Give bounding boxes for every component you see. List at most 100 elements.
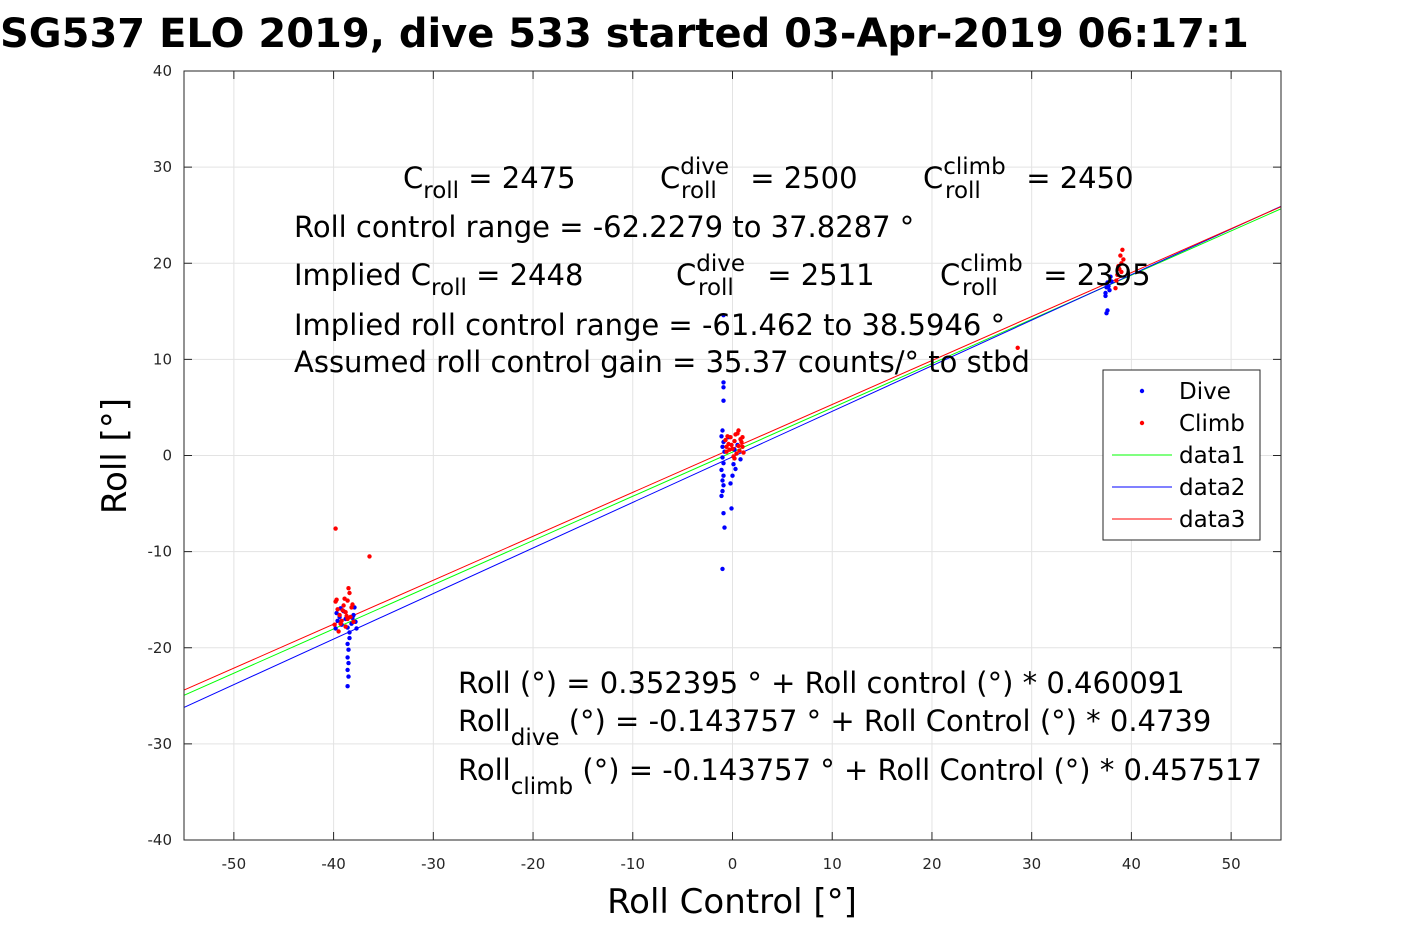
point-climb — [725, 434, 730, 439]
point-dive — [721, 461, 726, 466]
chart-title: SG537 ELO 2019, dive 533 started 03-Apr-… — [0, 11, 1249, 57]
point-dive — [721, 313, 726, 318]
point-climb — [348, 614, 353, 620]
point-dive — [719, 467, 724, 473]
point-climb — [727, 447, 732, 452]
implied-c-roll-climb-annotation: Cclimb roll = 2395 — [940, 251, 1151, 301]
x-tick-label: -50 — [222, 855, 247, 873]
y-axis-label: Roll [°] — [95, 398, 135, 514]
x-axis-label: Roll Control [°] — [607, 882, 857, 922]
point-climb — [723, 437, 728, 443]
point-dive — [354, 626, 359, 631]
y-tick-label: -30 — [148, 735, 173, 753]
implied-c-roll-dive-annotation: Cdive roll = 2511 — [676, 251, 875, 301]
y-tick-labels: -40 -30 -20 -10 0 10 20 30 40 — [148, 62, 173, 849]
point-climb — [1121, 257, 1126, 262]
legend: Dive Climb data1 data2 data3 — [1102, 369, 1261, 541]
point-climb — [1120, 247, 1125, 252]
point-dive — [345, 655, 350, 660]
x-tick-label: -40 — [321, 855, 346, 873]
y-tick-label: -20 — [148, 639, 173, 657]
point-dive — [729, 506, 734, 511]
point-climb — [337, 612, 342, 618]
y-tick-label: 20 — [153, 254, 172, 272]
point-dive — [1106, 284, 1111, 289]
point-climb — [343, 624, 348, 629]
point-dive — [721, 398, 726, 403]
x-tick-label: 10 — [823, 855, 842, 873]
x-tick-labels: -50 -40 -30 -20 -10 0 10 20 30 40 50 — [222, 855, 1241, 873]
legend-marker-climb — [1139, 420, 1145, 426]
point-climb — [341, 603, 346, 608]
point-dive — [728, 481, 733, 486]
point-dive — [345, 641, 350, 647]
point-dive — [720, 444, 725, 449]
point-climb — [740, 435, 745, 440]
y-tick-label: 0 — [162, 447, 172, 465]
point-dive — [345, 667, 350, 673]
x-tick-label: 50 — [1222, 855, 1241, 873]
c-roll-climb-annotation: Cclimb roll = 2450 — [923, 154, 1134, 204]
point-climb — [335, 607, 340, 612]
point-climb — [734, 451, 739, 456]
point-climb — [739, 439, 744, 445]
legend-label: Dive — [1179, 379, 1231, 405]
point-climb — [344, 613, 349, 619]
point-climb — [351, 619, 356, 624]
x-tick-label: 0 — [728, 855, 738, 873]
x-tick-label: 40 — [1122, 855, 1141, 873]
legend-label: data2 — [1179, 475, 1245, 501]
point-dive — [347, 630, 352, 635]
point-dive — [721, 473, 726, 478]
point-dive — [1109, 279, 1114, 284]
data-points — [332, 247, 1126, 689]
c-roll-annotation: Croll = 2475 — [403, 161, 576, 204]
point-climb — [732, 438, 737, 444]
gain-annotation: Assumed roll control gain = 35.37 counts… — [294, 345, 1030, 379]
point-dive — [720, 455, 725, 460]
point-climb — [333, 526, 338, 531]
point-climb — [346, 586, 351, 591]
point-climb — [1115, 272, 1120, 277]
point-climb — [367, 554, 372, 559]
implied-c-roll-annotation: Implied Croll = 2448 — [294, 258, 583, 301]
point-climb — [1116, 263, 1121, 269]
point-climb — [340, 608, 345, 613]
x-tick-label: 20 — [922, 855, 941, 873]
implied-range-annotation: Implied roll control range = -61.462 to … — [294, 308, 1005, 342]
point-dive — [720, 428, 725, 433]
point-climb — [741, 450, 746, 455]
point-dive — [1107, 288, 1112, 293]
point-climb — [334, 597, 339, 602]
point-dive — [347, 635, 352, 641]
point-climb — [347, 590, 352, 596]
point-dive — [731, 462, 736, 467]
point-climb — [740, 444, 745, 449]
point-dive — [720, 478, 725, 483]
point-climb — [336, 629, 341, 634]
legend-marker-dive — [1139, 388, 1145, 394]
point-climb — [332, 622, 337, 627]
y-tick-label: -10 — [148, 543, 173, 561]
point-climb — [1114, 278, 1119, 283]
point-climb — [724, 444, 729, 449]
point-climb — [342, 596, 347, 601]
point-dive — [722, 525, 727, 530]
x-tick-label: -10 — [621, 855, 646, 873]
point-climb — [338, 621, 343, 626]
point-dive — [346, 660, 351, 666]
y-tick-label: 40 — [153, 62, 172, 80]
y-tick-label: -40 — [148, 831, 173, 849]
grid — [184, 70, 1281, 841]
point-dive — [1103, 293, 1108, 299]
point-dive — [333, 626, 338, 631]
point-climb — [1015, 345, 1020, 350]
point-climb — [1119, 261, 1124, 266]
point-dive — [346, 674, 351, 679]
point-climb — [736, 428, 741, 433]
point-climb — [1113, 286, 1118, 291]
point-climb — [1119, 269, 1124, 275]
c-roll-dive-annotation: Cdive roll = 2500 — [660, 154, 858, 204]
point-dive — [719, 493, 724, 499]
point-dive — [721, 511, 726, 516]
